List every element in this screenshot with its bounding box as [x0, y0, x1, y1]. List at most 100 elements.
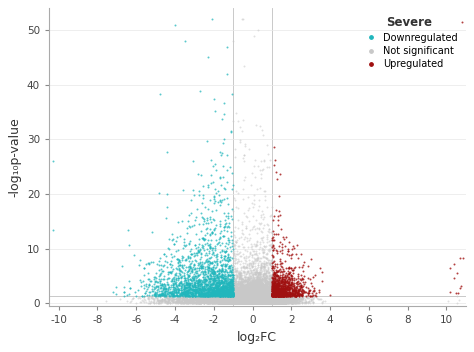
- Point: [270, 287, 278, 292]
- Point: [247, 300, 255, 306]
- Point: [248, 299, 256, 304]
- Point: [224, 299, 232, 305]
- Point: [254, 298, 261, 303]
- Point: [271, 293, 278, 298]
- Point: [218, 286, 226, 291]
- Point: [273, 297, 281, 303]
- Point: [201, 297, 209, 303]
- Point: [251, 298, 258, 304]
- Point: [245, 283, 252, 289]
- Point: [244, 290, 251, 296]
- Point: [232, 289, 240, 294]
- Point: [216, 235, 224, 240]
- Point: [244, 294, 252, 300]
- Point: [228, 289, 236, 294]
- Point: [242, 293, 249, 299]
- Point: [260, 298, 267, 304]
- Point: [267, 297, 274, 303]
- Point: [252, 288, 260, 293]
- Point: [234, 291, 242, 297]
- Point: [217, 279, 224, 285]
- Point: [250, 300, 258, 306]
- Point: [247, 297, 255, 303]
- Point: [253, 258, 261, 263]
- Point: [237, 267, 244, 272]
- Point: [164, 296, 172, 301]
- Point: [254, 290, 261, 296]
- Point: [242, 296, 249, 301]
- Point: [261, 299, 268, 304]
- Point: [247, 299, 255, 305]
- Point: [232, 293, 239, 298]
- Point: [242, 296, 250, 301]
- Point: [177, 285, 185, 291]
- Point: [247, 298, 255, 304]
- Point: [224, 284, 231, 290]
- Point: [223, 224, 230, 230]
- Point: [268, 296, 276, 301]
- Point: [234, 297, 241, 302]
- Point: [223, 289, 230, 295]
- Point: [272, 296, 279, 301]
- Point: [251, 287, 258, 293]
- Point: [246, 299, 254, 305]
- Point: [213, 294, 221, 300]
- Point: [206, 241, 214, 247]
- Point: [231, 300, 239, 305]
- Point: [219, 285, 226, 291]
- Point: [271, 283, 278, 288]
- Point: [236, 294, 243, 299]
- Point: [183, 291, 191, 296]
- Point: [237, 299, 245, 305]
- Point: [255, 297, 263, 303]
- Point: [178, 299, 185, 305]
- Point: [264, 268, 272, 273]
- Point: [181, 290, 188, 296]
- Point: [251, 295, 259, 301]
- Point: [236, 295, 244, 300]
- Point: [242, 299, 250, 304]
- Point: [262, 292, 269, 298]
- Point: [202, 292, 210, 297]
- Point: [239, 298, 246, 304]
- Point: [254, 299, 261, 305]
- Point: [240, 300, 247, 305]
- Point: [163, 294, 170, 300]
- Point: [181, 288, 188, 294]
- Point: [238, 276, 246, 281]
- Point: [238, 294, 246, 300]
- Point: [235, 298, 243, 303]
- Point: [210, 299, 218, 304]
- Point: [257, 296, 265, 302]
- Point: [274, 295, 282, 301]
- Point: [225, 291, 232, 296]
- Point: [265, 298, 273, 304]
- Point: [242, 300, 250, 306]
- Point: [274, 294, 282, 299]
- Point: [219, 294, 227, 299]
- Point: [260, 289, 267, 294]
- Point: [261, 294, 269, 300]
- Point: [249, 285, 257, 291]
- Point: [239, 300, 246, 305]
- Point: [189, 296, 196, 302]
- Point: [270, 245, 278, 250]
- Point: [299, 263, 307, 268]
- Point: [214, 296, 221, 301]
- Point: [250, 300, 258, 306]
- Point: [242, 298, 249, 304]
- Point: [196, 296, 203, 302]
- Point: [224, 301, 231, 306]
- Point: [196, 289, 204, 294]
- Point: [168, 291, 175, 297]
- Point: [247, 299, 255, 304]
- Point: [277, 298, 285, 304]
- Point: [189, 294, 197, 300]
- Point: [286, 297, 293, 303]
- Point: [216, 273, 223, 279]
- Point: [245, 293, 252, 298]
- Point: [260, 292, 268, 297]
- Point: [191, 283, 198, 289]
- Point: [237, 296, 244, 301]
- Point: [269, 293, 277, 298]
